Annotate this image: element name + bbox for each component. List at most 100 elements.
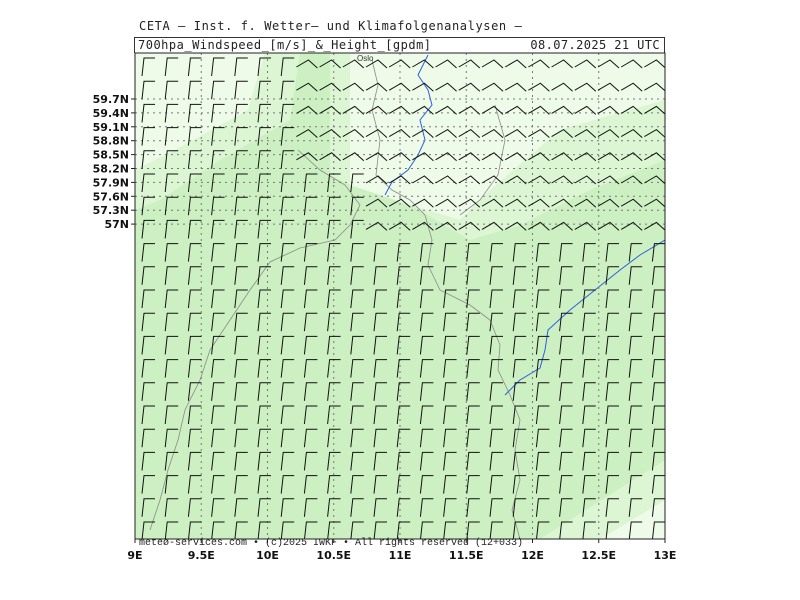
wind-barb [187, 312, 202, 332]
wind-barb [443, 312, 457, 332]
wind-barb [620, 82, 643, 92]
wind-barb [350, 335, 364, 355]
wind-barb [303, 219, 318, 239]
wind-barb [350, 219, 364, 239]
wind-barb [327, 173, 341, 193]
wind-barb [651, 498, 665, 517]
wind-barb [187, 103, 202, 123]
wind-barb [512, 312, 527, 332]
wind-barb [419, 382, 434, 401]
wind-barb [644, 221, 665, 231]
wind-barb [535, 359, 550, 378]
wind-barb [582, 475, 596, 494]
wind-barb [435, 198, 457, 208]
wind-barb [620, 105, 643, 115]
wind-barb [582, 266, 596, 285]
wind-barb [280, 382, 295, 401]
wind-barb [605, 266, 619, 285]
wind-barb [257, 335, 271, 355]
wind-barb [396, 428, 411, 448]
wind-barb [187, 359, 202, 378]
wind-barb [443, 521, 457, 539]
wind-barb [512, 359, 527, 378]
wind-barb [234, 382, 248, 401]
wind-barb [582, 312, 596, 332]
wind-barb [628, 266, 643, 285]
wind-barb [466, 521, 480, 539]
wind-barb [141, 312, 155, 332]
wind-barb [211, 405, 225, 425]
wind-barb [651, 382, 665, 401]
wind-barb [504, 59, 527, 69]
wind-barb [512, 243, 527, 262]
wind-barb [481, 221, 504, 231]
wind-shading-mid-se [540, 460, 665, 539]
wind-barb [559, 266, 573, 285]
wind-barb [489, 312, 503, 332]
wind-barb [559, 428, 573, 448]
wind-barb [187, 289, 202, 309]
wind-barb [211, 196, 225, 216]
lon-label: 10.5E [316, 549, 351, 562]
wind-barb [605, 312, 619, 332]
wind-barb [319, 128, 341, 138]
wind-barb [188, 521, 202, 539]
wind-barb [458, 105, 481, 115]
wind-barb [458, 152, 481, 162]
wind-barb [651, 289, 665, 309]
lat-label: 57.9N [93, 176, 129, 189]
wind-barb [528, 59, 550, 69]
wind-barb [582, 335, 596, 355]
wind-barb [644, 59, 665, 69]
wind-barb [164, 173, 179, 193]
wind-barb [419, 289, 434, 309]
wind-barb [535, 498, 550, 517]
wind-barb [303, 359, 318, 378]
wind-barb [257, 266, 271, 285]
wind-barb [141, 80, 155, 100]
wind-barb [234, 289, 248, 309]
wind-barb [388, 128, 411, 138]
wind-barb [327, 405, 341, 425]
wind-barb [644, 175, 665, 185]
wind-barb [373, 266, 387, 285]
wind-barb [466, 359, 480, 378]
wind-barb [303, 498, 318, 517]
wind-barb [234, 219, 248, 239]
wind-barb [164, 382, 179, 401]
wind-barb [187, 475, 202, 494]
wind-barb [435, 221, 457, 231]
wind-barb [280, 243, 295, 262]
wind-barb [605, 289, 619, 309]
wind-barb [582, 428, 596, 448]
wind-barb [489, 451, 503, 471]
wind-barb [211, 243, 225, 262]
wind-barb [489, 289, 503, 309]
wind-barb [628, 475, 643, 494]
wind-barb [412, 198, 434, 208]
wind-barb [597, 105, 620, 115]
wind-barb [141, 196, 155, 216]
wind-barb [327, 428, 341, 448]
wind-barb [419, 405, 434, 425]
wind-barb [187, 382, 202, 401]
wind-barb [187, 428, 202, 448]
wind-barb [489, 382, 503, 401]
wind-barb [396, 243, 411, 262]
wind-barb [559, 475, 573, 494]
wind-barb [512, 289, 527, 309]
wind-barb [396, 451, 411, 471]
wind-barb [574, 152, 597, 162]
wind-barb [350, 173, 364, 193]
wind-barb [651, 359, 665, 378]
wind-barb [388, 82, 411, 92]
wind-barb [644, 128, 665, 138]
wind-barb [574, 59, 597, 69]
wind-barb [466, 451, 480, 471]
wind-barb [327, 475, 341, 494]
wind-barb [620, 221, 643, 231]
wind-barb [443, 405, 457, 425]
lon-label: 11.5E [449, 549, 484, 562]
wind-barb [303, 289, 318, 309]
